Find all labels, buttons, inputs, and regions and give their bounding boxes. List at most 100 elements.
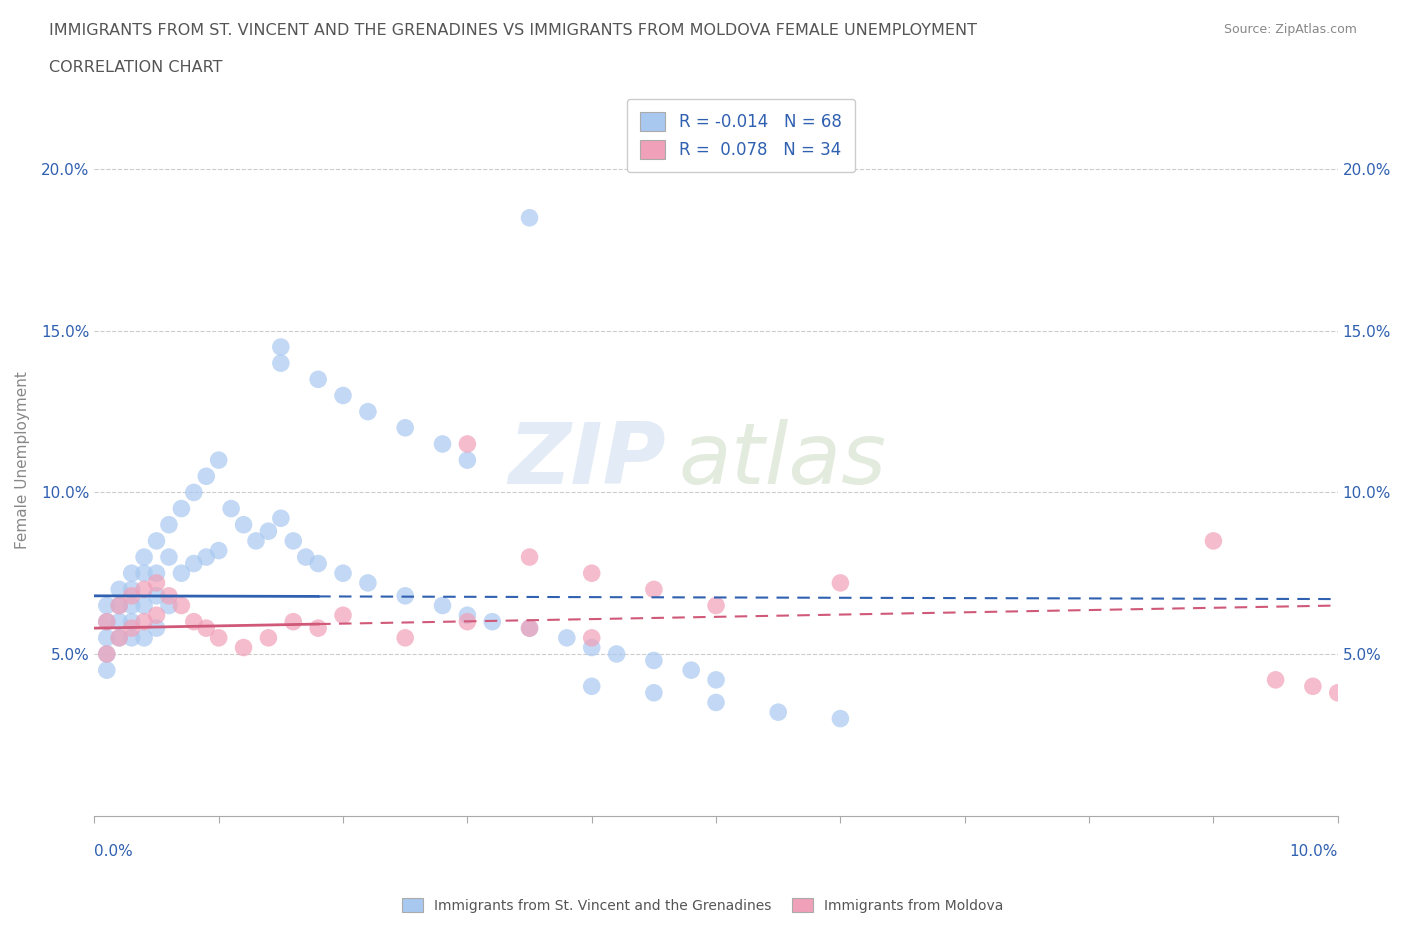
Point [1202,534,1225,549]
Point [270,356,292,371]
Point [1302,679,1324,694]
Point [307,556,329,571]
Point [643,582,665,597]
Point [394,420,416,435]
Point [1326,685,1348,700]
Point [195,550,218,565]
Point [294,550,316,565]
Point [157,517,180,532]
Point [170,565,193,580]
Point [456,614,478,629]
Point [394,589,416,604]
Legend: Immigrants from St. Vincent and the Grenadines, Immigrants from Moldova: Immigrants from St. Vincent and the Gren… [396,893,1010,919]
Y-axis label: Female Unemployment: Female Unemployment [15,371,30,549]
Point [456,453,478,468]
Point [145,620,167,635]
Point [121,565,143,580]
Point [145,576,167,591]
Point [394,631,416,645]
Point [283,614,305,629]
Point [170,598,193,613]
Point [96,614,118,629]
Text: CORRELATION CHART: CORRELATION CHART [49,60,222,75]
Point [108,614,131,629]
Point [121,598,143,613]
Point [1264,672,1286,687]
Point [519,620,541,635]
Point [704,695,727,710]
Point [145,565,167,580]
Point [581,640,603,655]
Point [157,589,180,604]
Point [108,598,131,613]
Point [183,485,205,499]
Text: 0.0%: 0.0% [94,844,134,859]
Point [270,511,292,525]
Point [257,524,280,538]
Point [183,556,205,571]
Point [96,663,118,678]
Point [132,614,155,629]
Text: IMMIGRANTS FROM ST. VINCENT AND THE GRENADINES VS IMMIGRANTS FROM MOLDOVA FEMALE: IMMIGRANTS FROM ST. VINCENT AND THE GREN… [49,23,977,38]
Point [132,565,155,580]
Point [257,631,280,645]
Point [96,614,118,629]
Point [357,576,380,591]
Point [581,565,603,580]
Text: atlas: atlas [679,418,887,501]
Text: ZIP: ZIP [509,418,666,501]
Point [704,598,727,613]
Point [108,631,131,645]
Point [96,631,118,645]
Point [830,711,852,726]
Point [307,372,329,387]
Point [132,550,155,565]
Point [283,534,305,549]
Point [456,436,478,451]
Point [581,679,603,694]
Point [432,436,454,451]
Point [208,631,231,645]
Point [132,631,155,645]
Point [96,646,118,661]
Point [121,589,143,604]
Point [183,614,205,629]
Point [581,631,603,645]
Point [768,705,790,720]
Point [332,388,354,403]
Point [132,598,155,613]
Point [121,631,143,645]
Point [121,582,143,597]
Point [157,550,180,565]
Point [830,576,852,591]
Point [108,631,131,645]
Point [108,582,131,597]
Point [432,598,454,613]
Legend: R = -0.014   N = 68, R =  0.078   N = 34: R = -0.014 N = 68, R = 0.078 N = 34 [627,99,855,172]
Point [96,598,118,613]
Point [157,598,180,613]
Point [519,550,541,565]
Point [704,672,727,687]
Point [121,614,143,629]
Text: Source: ZipAtlas.com: Source: ZipAtlas.com [1223,23,1357,36]
Point [643,685,665,700]
Point [208,453,231,468]
Point [332,608,354,623]
Point [195,469,218,484]
Point [332,565,354,580]
Point [145,608,167,623]
Point [643,653,665,668]
Point [681,663,703,678]
Point [555,631,578,645]
Point [96,646,118,661]
Point [270,339,292,354]
Point [195,620,218,635]
Point [456,608,478,623]
Point [519,620,541,635]
Point [208,543,231,558]
Point [519,210,541,225]
Point [121,620,143,635]
Text: 10.0%: 10.0% [1289,844,1337,859]
Point [357,405,380,419]
